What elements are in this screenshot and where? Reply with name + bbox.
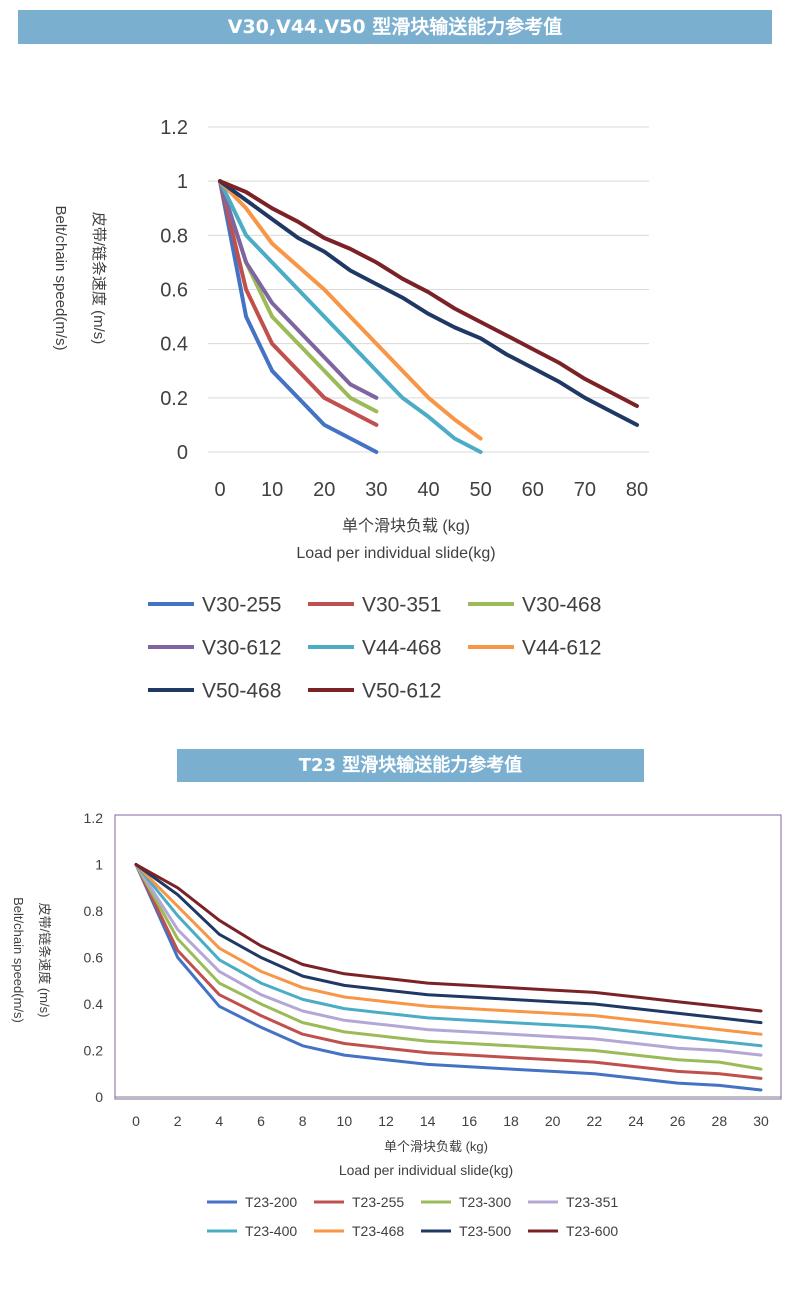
chart1-series-v30-612	[218, 179, 379, 400]
chart1-xlabel-en: Load per individual slide(kg)	[296, 545, 495, 562]
chart2-y-tick-labels: 0 0.2 0.4 0.6 0.8 1 1.2	[84, 810, 104, 1105]
chart2-y-tick-label: 0	[95, 1089, 103, 1105]
chart2-series-t23-351	[134, 863, 763, 1057]
chart2-series-t23-600	[134, 863, 763, 1013]
chart1-x-tick-label: 60	[522, 479, 544, 501]
chart1-y-tick-label: 1.2	[160, 117, 188, 139]
chart2-x-tick-label: 30	[753, 1113, 769, 1129]
chart1-series-v44-612	[218, 179, 483, 441]
chart1-gridlines	[208, 126, 649, 453]
chart1-x-tick-label: 40	[417, 479, 439, 501]
chart2-y-tick-label: 0.4	[84, 996, 104, 1012]
chart2-x-tick-label: 20	[545, 1113, 561, 1129]
chart1-legend-label: V50-612	[362, 680, 441, 703]
chart1-title-banner: V30,V44.V50 型滑块输送能力参考值	[18, 10, 772, 44]
chart2-legend: T23-200 T23-255 T23-300 T23-351 T23-400 T23-4…	[207, 1194, 618, 1239]
chart2-legend-label: T23-600	[566, 1223, 618, 1239]
chart2-x-tick-label: 8	[299, 1113, 307, 1129]
chart1-x-tick-label: 50	[470, 479, 492, 501]
chart2-xlabel-en: Load per individual slide(kg)	[339, 1162, 513, 1178]
chart2-x-tick-label: 24	[628, 1113, 644, 1129]
chart2-x-tick-label: 18	[503, 1113, 519, 1129]
chart2-x-tick-labels: 0 2 4 6 8 10 12 14 16 18 20 22 24 26 28 30	[132, 1113, 769, 1129]
chart2-series-t23-468	[134, 863, 763, 1036]
chart2-ylabel-cn: 皮带/链条速度 (m/s)	[37, 903, 52, 1018]
chart2-legend-label: T23-468	[352, 1223, 404, 1239]
chart2-svg: 00.20.40.60.811.2 0 2 4 6 8 10 12 14 16 18 20 22 24 2…	[11, 810, 782, 1239]
chart2-x-tick-label: 10	[337, 1113, 353, 1129]
chart2-plot-frame	[114, 814, 782, 1100]
chart2-x-tick-label: 0	[132, 1113, 140, 1129]
chart2-series-t23-255	[134, 863, 763, 1080]
chart1-series-v30-255	[218, 179, 379, 454]
chart2-legend-label: T23-200	[245, 1194, 297, 1210]
chart1-legend-label: V30-351	[362, 594, 441, 617]
chart2-legend-label: T23-500	[459, 1223, 511, 1239]
chart2-legend-label: T23-300	[459, 1194, 511, 1210]
chart2-x-tick-label: 4	[215, 1113, 223, 1129]
chart1-svg: 0 0.2 0.4 0.6 0.8 1 1.2 0 10 20 30 40 50 60 70 80 皮带/链…	[52, 117, 649, 703]
chart1-y-tick-label: 0.8	[160, 225, 188, 247]
chart1-x-tick-label: 30	[365, 479, 387, 501]
chart1-series-v50-612	[218, 179, 639, 408]
chart1-series-v44-468	[218, 179, 483, 454]
chart2-x-tick-label: 12	[378, 1113, 394, 1129]
chart2-x-tick-label: 14	[420, 1113, 436, 1129]
chart2-x-tick-label: 26	[670, 1113, 686, 1129]
chart1-legend-label: V44-468	[362, 637, 441, 660]
chart2-series-t23-200	[134, 863, 763, 1092]
chart1-y-tick-label: 1	[177, 171, 188, 193]
chart2-series-t23-500	[134, 863, 763, 1025]
chart2-y-tick-label: 0.2	[84, 1042, 104, 1058]
chart2-series-lines	[134, 863, 763, 1092]
chart2-title-banner: T23 型滑块输送能力参考值	[177, 749, 644, 782]
chart2-series-t23-400	[134, 863, 763, 1048]
chart1-x-tick-labels: 0 10 20 30 40 50 60 70 80	[214, 479, 648, 501]
chart2-legend-label: T23-351	[566, 1194, 618, 1210]
chart1-y-tick-label: 0	[177, 442, 188, 464]
chart1-series-lines	[218, 179, 639, 454]
chart1-y-tick-labels: 0 0.2 0.4 0.6 0.8 1 1.2	[160, 117, 188, 464]
chart2-series-t23-300	[134, 863, 763, 1071]
chart1-legend-label: V30-468	[522, 594, 601, 617]
chart1-xlabel-cn: 单个滑块负载 (kg)	[342, 517, 470, 535]
chart1-legend: V30-255 V30-351 V30-468 V30-612 V44-468 V44-6…	[148, 594, 601, 703]
chart1-legend-label: V30-612	[202, 637, 281, 660]
chart2-x-tick-label: 16	[462, 1113, 478, 1129]
chart2-y-tick-label: 1	[95, 856, 103, 872]
chart2-x-tick-label: 22	[587, 1113, 603, 1129]
chart1-x-tick-label: 70	[574, 479, 596, 501]
chart1-ylabel-en: Belt/chain speed(m/s)	[52, 205, 69, 350]
chart1-legend-label: V30-255	[202, 594, 281, 617]
chart1-x-tick-label: 20	[313, 479, 335, 501]
chart2-y-tick-label: 1.2	[84, 810, 104, 826]
chart2-x-tick-label: 6	[257, 1113, 265, 1129]
chart2-xlabel-cn: 单个滑块负载 (kg)	[384, 1139, 488, 1154]
chart1-y-tick-label: 0.6	[160, 280, 188, 302]
chart2-legend-label: T23-255	[352, 1194, 404, 1210]
chart1-ylabel-cn: 皮带/链条速度 (m/s)	[90, 212, 107, 345]
chart2-y-tick-label: 0.6	[84, 949, 104, 965]
chart1-y-tick-label: 0.2	[160, 388, 188, 410]
chart1-x-tick-label: 10	[261, 479, 283, 501]
chart1-x-tick-label: 0	[214, 479, 225, 501]
chart2-ylabel-en: Belt/chain speed(m/s)	[11, 897, 26, 1023]
chart2-legend-label: T23-400	[245, 1223, 297, 1239]
chart2-x-tick-label: 2	[174, 1113, 182, 1129]
chart1-y-tick-label: 0.4	[160, 334, 188, 356]
chart1-x-tick-label: 80	[626, 479, 648, 501]
chart2-y-tick-label: 0.8	[84, 903, 104, 919]
chart1-legend-label: V44-612	[522, 637, 601, 660]
chart1-series-v30-351	[218, 179, 379, 427]
chart1-legend-label: V50-468	[202, 680, 281, 703]
chart1-series-v50-468	[218, 179, 639, 427]
chart2-x-tick-label: 28	[712, 1113, 728, 1129]
